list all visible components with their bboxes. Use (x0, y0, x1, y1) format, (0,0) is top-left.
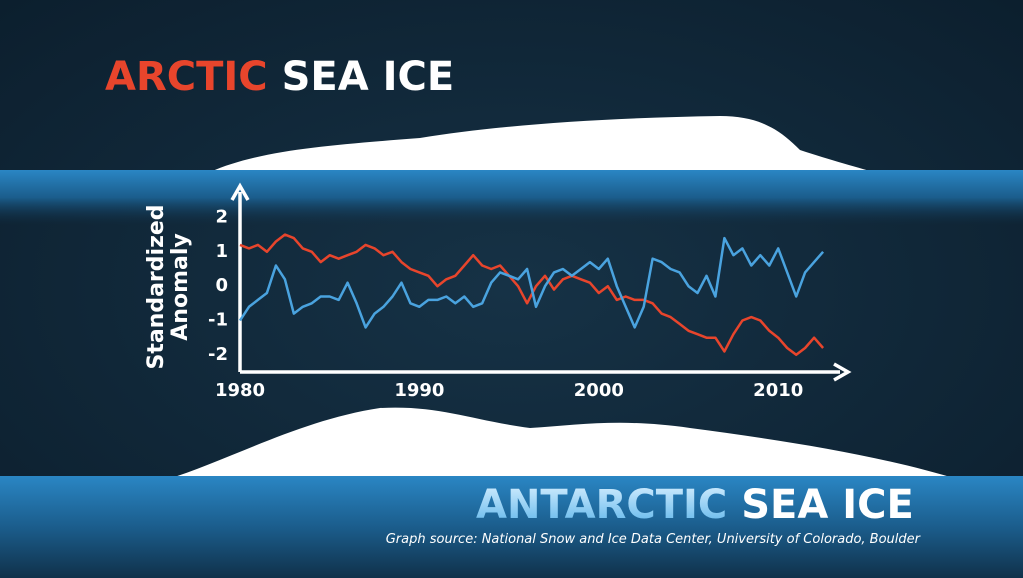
x-tick-label: 2000 (574, 380, 624, 401)
source: Graph source: National Snow and Ice Data… (386, 532, 922, 547)
heading-rest: SEA ICE (741, 482, 914, 528)
arctic-heading: ARCTIC SEA ICE (105, 54, 454, 100)
y-tick-label: 0 (215, 275, 228, 296)
antarctic-water (0, 476, 1023, 578)
y-tick-label: -1 (208, 309, 228, 330)
series-line (238, 236, 825, 329)
x-tick-label: 1980 (215, 380, 265, 401)
y-axis-label-line: Anomaly (168, 233, 193, 340)
x-axis (240, 362, 852, 382)
y-axis (230, 182, 250, 372)
y-axis-label-line: Standardized (144, 204, 169, 369)
y-tick-label: 2 (215, 206, 228, 227)
antarctic-heading: ANTARCTIC SEA ICE (476, 482, 914, 528)
x-tick-label: 2010 (753, 380, 803, 401)
y-axis-label: Standardized Anomaly (144, 204, 193, 369)
arctic-word: ARCTIC (105, 54, 268, 100)
y-tick-label: -2 (208, 344, 228, 365)
antarctic-word: ANTARCTIC (476, 482, 727, 528)
arctic-ice (210, 116, 880, 174)
x-tick-label: 1990 (394, 380, 444, 401)
arctic-water (0, 170, 1023, 225)
y-tick-label: 1 (215, 241, 228, 262)
antarctic-ice (165, 407, 960, 480)
heading-rest: SEA ICE (282, 54, 455, 100)
series-line (239, 233, 825, 357)
